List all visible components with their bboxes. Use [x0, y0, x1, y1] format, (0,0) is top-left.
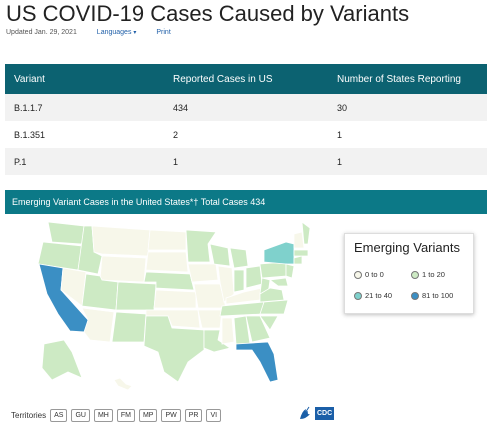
state-colorado[interactable]: [115, 281, 157, 311]
territory-button-mh[interactable]: MH: [93, 409, 113, 422]
state-michigan[interactable]: [229, 247, 249, 269]
state-alaska[interactable]: [41, 339, 83, 381]
state-new-jersey[interactable]: [285, 263, 295, 279]
column-header-variant: Variant: [5, 64, 164, 94]
state-north-dakota[interactable]: [147, 229, 187, 251]
state-pennsylvania[interactable]: [259, 261, 287, 279]
legend-item: 1 to 20: [411, 270, 445, 279]
state-new-mexico[interactable]: [111, 311, 147, 343]
territory-button-mp[interactable]: MP: [138, 409, 158, 422]
state-south-dakota[interactable]: [145, 251, 189, 273]
state-georgia[interactable]: [245, 315, 271, 343]
legend-item: 81 to 100: [411, 291, 453, 300]
legend-item: 0 to 0: [354, 270, 384, 279]
legend-title: Emerging Variants: [354, 240, 460, 255]
state-arizona[interactable]: [81, 307, 115, 343]
table-row: B.1.351 2 1: [5, 121, 487, 148]
state-texas[interactable]: [143, 315, 205, 383]
legend-swatch: [354, 270, 362, 279]
state-indiana[interactable]: [233, 269, 245, 293]
table-header-row: Variant Reported Cases in US Number of S…: [5, 64, 487, 94]
column-header-reported-cases: Reported Cases in US: [164, 64, 328, 94]
legend-item-label: 81 to 100: [422, 291, 454, 300]
legend-swatch: [411, 291, 419, 300]
us-states-map[interactable]: [38, 222, 310, 392]
state-south-carolina[interactable]: [259, 315, 279, 331]
updated-date: Updated Jan. 29, 2021: [6, 29, 77, 36]
legend-item-label: 21 to 40: [365, 291, 393, 300]
state-florida[interactable]: [235, 341, 279, 383]
legend-item-label: 0 to 0: [365, 270, 384, 279]
state-massachusetts[interactable]: [293, 249, 309, 257]
state-ohio[interactable]: [245, 265, 263, 289]
state-iowa[interactable]: [187, 263, 219, 283]
state-montana[interactable]: [91, 225, 151, 257]
state-arkansas[interactable]: [197, 309, 223, 329]
state-connecticut[interactable]: [293, 255, 303, 265]
chevron-down-icon: ▾: [133, 30, 137, 36]
table-cell: 30: [328, 94, 487, 121]
legend-swatch: [411, 270, 419, 279]
territories-bar: Territories AS GU MH FM MP PW PR VI: [11, 409, 222, 422]
languages-label: Languages: [96, 29, 132, 36]
cdc-wordmark: CDC: [315, 406, 335, 420]
table-cell: 1: [164, 148, 328, 175]
state-mississippi[interactable]: [221, 317, 235, 345]
map-legend: Emerging Variants 0 to 0 1 to 20 21 to 4…: [344, 233, 474, 314]
state-hawaii[interactable]: [113, 377, 133, 391]
table-cell: 2: [164, 121, 328, 148]
table-row: B.1.1.7 434 30: [5, 94, 487, 121]
variants-table: Variant Reported Cases in US Number of S…: [5, 64, 487, 175]
state-virginia[interactable]: [259, 287, 285, 303]
territory-button-gu[interactable]: GU: [71, 409, 90, 422]
state-wisconsin[interactable]: [209, 243, 231, 267]
territory-button-pw[interactable]: PW: [161, 409, 181, 422]
table-cell: 1: [328, 121, 487, 148]
territory-button-vi[interactable]: VI: [206, 409, 222, 422]
page-title: US COVID-19 Cases Caused by Variants: [6, 1, 410, 26]
territory-button-pr[interactable]: PR: [184, 409, 203, 422]
state-kansas[interactable]: [153, 289, 197, 309]
table-row: P.1 1 1: [5, 148, 487, 175]
languages-dropdown[interactable]: Languages ▾: [97, 29, 137, 36]
legend-item-label: 1 to 20: [422, 270, 445, 279]
column-header-states-reporting: Number of States Reporting: [328, 64, 487, 94]
state-north-carolina[interactable]: [259, 299, 289, 315]
state-maryland[interactable]: [268, 277, 289, 287]
table-cell: 434: [164, 94, 328, 121]
hhs-eagle-icon: [300, 406, 310, 419]
territory-button-as[interactable]: AS: [50, 409, 68, 422]
print-link[interactable]: Print: [156, 29, 171, 36]
map-section-title: Emerging Variant Cases in the United Sta…: [5, 190, 487, 214]
legend-swatch: [354, 291, 362, 300]
state-minnesota[interactable]: [185, 229, 217, 263]
territories-label: Territories: [11, 411, 47, 420]
cdc-logo: CDC: [298, 405, 335, 421]
legend-item: 21 to 40: [354, 291, 392, 300]
state-washington[interactable]: [47, 222, 85, 245]
table-cell: P.1: [5, 148, 164, 175]
table-cell: B.1.1.7: [5, 94, 164, 121]
territory-button-fm[interactable]: FM: [116, 409, 135, 422]
page-meta: Updated Jan. 29, 2021 Languages ▾ Print: [6, 29, 171, 36]
state-maine[interactable]: [301, 222, 310, 245]
state-vermont-nh[interactable]: [293, 231, 305, 249]
state-new-york[interactable]: [263, 241, 295, 265]
table-cell: 1: [328, 148, 487, 175]
table-cell: B.1.351: [5, 121, 164, 148]
state-wyoming[interactable]: [99, 255, 147, 283]
state-louisiana[interactable]: [203, 329, 231, 353]
